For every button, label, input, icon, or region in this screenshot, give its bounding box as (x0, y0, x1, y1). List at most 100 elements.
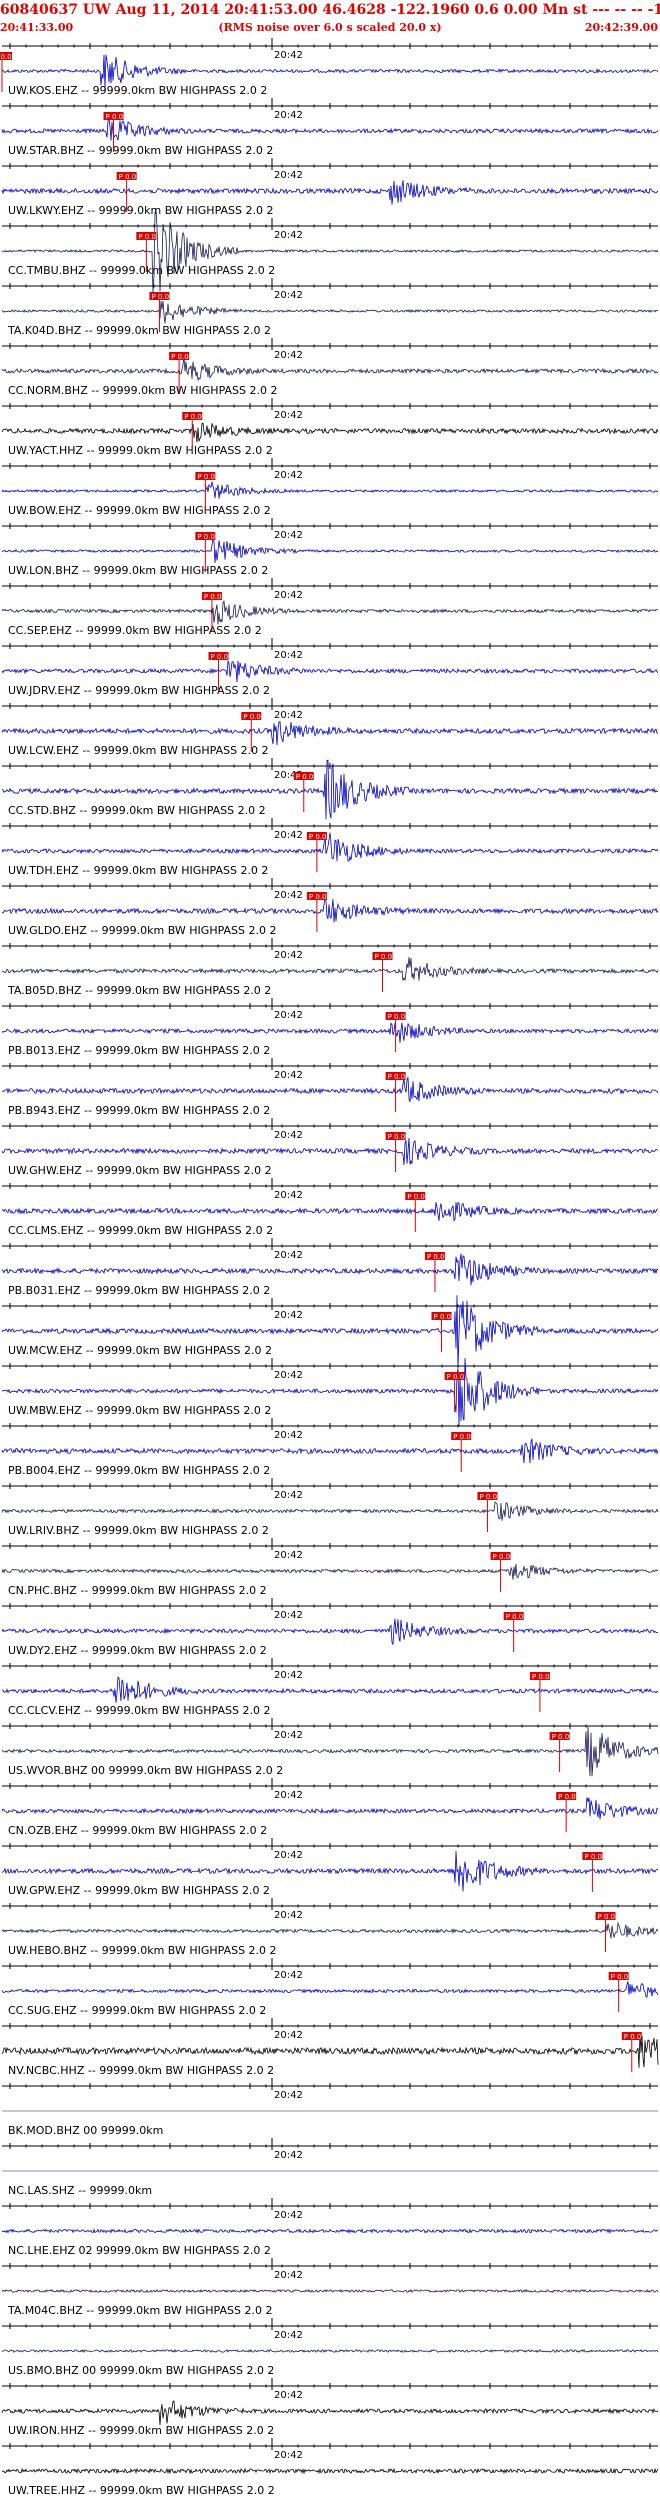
trace-row: 20:42 UW.GHW.EHZ -- 99999.0km BW HIGHPASS… (1, 1118, 659, 1177)
minute-tick-label: 20:42 (274, 1610, 303, 1621)
waveform (1, 759, 659, 820)
pick-label: P 0.0 (624, 2033, 642, 2041)
pick-box (431, 1312, 452, 1320)
channel-label: UW.MCW.EHZ -- 99999.0km BW HIGHPASS 2.0 … (8, 1344, 272, 1357)
waveform (1, 422, 659, 443)
pick-label: P 0.0 (388, 1133, 406, 1141)
trace-row: 20:42 UW.MCW.EHZ -- 99999.0km BW HIGHPASS… (1, 1295, 659, 1369)
channel-label: UW.HEBO.BHZ -- 99999.0km BW HIGHPASS 2.0… (8, 1944, 277, 1957)
trace-row: 20:42 CN.OZB.EHZ -- 99999.0km BW HIGHPASS… (1, 1778, 659, 1837)
pick-box (595, 1912, 616, 1920)
pick-box (169, 352, 190, 360)
waveform (1, 116, 659, 141)
minute-tick-label: 20:42 (274, 1490, 303, 1501)
channel-label: UW.LCW.EHZ -- 99999.0km BW HIGHPASS 2.0 … (8, 744, 269, 757)
channel-label: UW.GHW.EHZ -- 99999.0km BW HIGHPASS 2.0 … (8, 1164, 272, 1177)
minute-tick-label: 20:42 (274, 1130, 303, 1141)
trace-row: 20:42 NC.LAS.SHZ -- 99999.0km (2, 2138, 658, 2197)
waveform (1, 481, 659, 499)
pick-box (621, 2032, 642, 2040)
trace-row: 20:42 UW.LRIV.BHZ -- 99999.0km BW HIGHPAS… (1, 1478, 659, 1537)
pick-label: P 0.0 (197, 473, 215, 481)
trace-row: 20:42 UW.LKWY.EHZ -- 99999.0km BW HIGHPAS… (1, 158, 659, 217)
trace-row: 20:42 CC.SEP.EHZ -- 99999.0km BW HIGHPASS… (1, 578, 659, 637)
trace-row: 20:42 UW.GPW.EHZ -- 99999.0km BW HIGHPASS… (1, 1838, 659, 1897)
pick-box (385, 1012, 406, 1020)
waveform (1, 600, 659, 625)
pick-label: P 0.0 (309, 893, 327, 901)
pick-box (490, 1552, 511, 1560)
channel-label: UW.LRIV.BHZ -- 99999.0km BW HIGHPASS 2.0… (8, 1524, 269, 1537)
pick-label: P 0.0 (584, 1853, 602, 1861)
minute-tick-label: 20:42 (274, 1370, 303, 1381)
channel-label: UW.LKWY.EHZ -- 99999.0km BW HIGHPASS 2.0… (8, 204, 273, 217)
waveform (1, 832, 659, 862)
channel-label: PB.B004.EHZ -- 99999.0km BW HIGHPASS 2.0… (8, 1464, 270, 1477)
channel-label: UW.LON.BHZ -- 99999.0km BW HIGHPASS 2.0 … (8, 564, 268, 577)
pick-box (582, 1852, 603, 1860)
pick-label: P 0.0 (210, 653, 228, 661)
pick-box (608, 1972, 629, 1980)
pick-label: P 0.0 (453, 1433, 471, 1441)
minute-tick-label: 20:42 (274, 470, 303, 481)
event-title: 60840637 UW Aug 11, 2014 20:41:53.00 46.… (0, 2, 660, 18)
channel-label: NC.LHE.EHZ 02 99999.0km BW HIGHPASS 2.0 … (8, 2244, 271, 2257)
trace-row: 20:42 NV.NCBC.HHZ -- 99999.0km BW HIGHPAS… (1, 2018, 659, 2077)
minute-tick-label: 20:42 (274, 2330, 303, 2341)
pick-box (444, 1372, 465, 1380)
pick-box (195, 472, 216, 480)
waveform (1, 897, 659, 923)
channel-label: PB.B943.EHZ -- 99999.0km BW HIGHPASS 2.0… (8, 1104, 270, 1117)
trace-row: 20:42 UW.KOS.EHZ -- 99999.0km BW HIGHPASS… (0, 38, 659, 97)
trace-row: 20:42 TA.M04C.BHZ -- 99999.0km BW HIGHPAS… (1, 2258, 659, 2317)
pick-box (424, 1252, 445, 1260)
pick-label: P 0.0 (611, 1973, 629, 1981)
channel-label: TA.K04D.BHZ -- 99999.0km BW HIGHPASS 2.0… (7, 324, 271, 337)
channel-label: UW.JDRV.EHZ -- 99999.0km BW HIGHPASS 2.0… (8, 684, 270, 697)
pick-label: P 0.0 (388, 1013, 406, 1021)
pick-box (385, 1072, 406, 1080)
channel-label: NC.LAS.SHZ -- 99999.0km (8, 2184, 152, 2197)
trace-row: 20:42 PB.B943.EHZ -- 99999.0km BW HIGHPAS… (1, 1058, 659, 1117)
pick-box (405, 1192, 426, 1200)
waveform (1, 1676, 659, 1703)
minute-tick-label: 20:42 (274, 770, 303, 781)
waveform (1, 1851, 659, 1892)
channel-label: US.WVOR.BHZ 00 99999.0km BW HIGHPASS 2.0… (8, 1764, 283, 1777)
trace-row: 20:42 PB.B004.EHZ -- 99999.0km BW HIGHPAS… (1, 1418, 659, 1477)
waveform (1, 1726, 659, 1777)
pick-box (556, 1792, 577, 1800)
pick-label: P 0.0 (197, 533, 215, 541)
trace-row: 20:42 TA.K04D.BHZ -- 99999.0km BW HIGHPAS… (1, 278, 659, 337)
channel-label: PB.B031.EHZ -- 99999.0km BW HIGHPASS 2.0… (8, 1284, 270, 1297)
minute-tick-label: 20:42 (274, 50, 303, 61)
channel-label: TA.B05D.BHZ -- 99999.0km BW HIGHPASS 2.0… (7, 984, 271, 997)
waveform (1, 2032, 659, 2068)
trace-row: 20:42 US.WVOR.BHZ 00 99999.0km BW HIGHPAS… (1, 1718, 659, 1777)
minute-tick-label: 20:42 (274, 1310, 303, 1321)
pick-label: P 0.0 (479, 1493, 497, 1501)
channel-label: UW.KOS.EHZ -- 99999.0km BW HIGHPASS 2.0 … (8, 84, 267, 97)
trace-row: 20:42 UW.IRON.HHZ -- 99999.0km BW HIGHPAS… (1, 2378, 659, 2437)
minute-tick-label: 20:42 (274, 2450, 303, 2461)
minute-tick-label: 20:42 (274, 2150, 303, 2161)
waveform (1, 1295, 659, 1369)
waveform (1, 1137, 659, 1166)
pick-label: P 0.0 (552, 1733, 570, 1741)
minute-tick-label: 20:42 (274, 1190, 303, 1201)
start-time: 20:41:33.00 (0, 21, 74, 34)
trace-row: 20:42 UW.MBW.EHZ -- 99999.0km BW HIGHPASS… (1, 1358, 659, 1427)
minute-tick-label: 20:42 (274, 590, 303, 601)
minute-tick-label: 20:42 (274, 1730, 303, 1741)
pick-box (195, 532, 216, 540)
pick-box (182, 412, 203, 420)
trace-row: 20:42 BK.MOD.BHZ 00 99999.0km (2, 2078, 658, 2137)
pick-box (116, 172, 137, 180)
minute-tick-label: 20:42 (274, 1910, 303, 1921)
minute-tick-label: 20:42 (274, 350, 303, 361)
trace-row: 20:42 UW.JDRV.EHZ -- 99999.0km BW HIGHPAS… (1, 638, 659, 697)
pick-label: P 0.0 (374, 953, 392, 961)
pick-label: P 0.0 (407, 1193, 425, 1201)
trace-row: 20:42 CC.SUG.EHZ -- 99999.0km BW HIGHPASS… (1, 1958, 659, 2017)
trace-row: 20:42 UW.LON.BHZ -- 99999.0km BW HIGHPASS… (1, 518, 659, 577)
